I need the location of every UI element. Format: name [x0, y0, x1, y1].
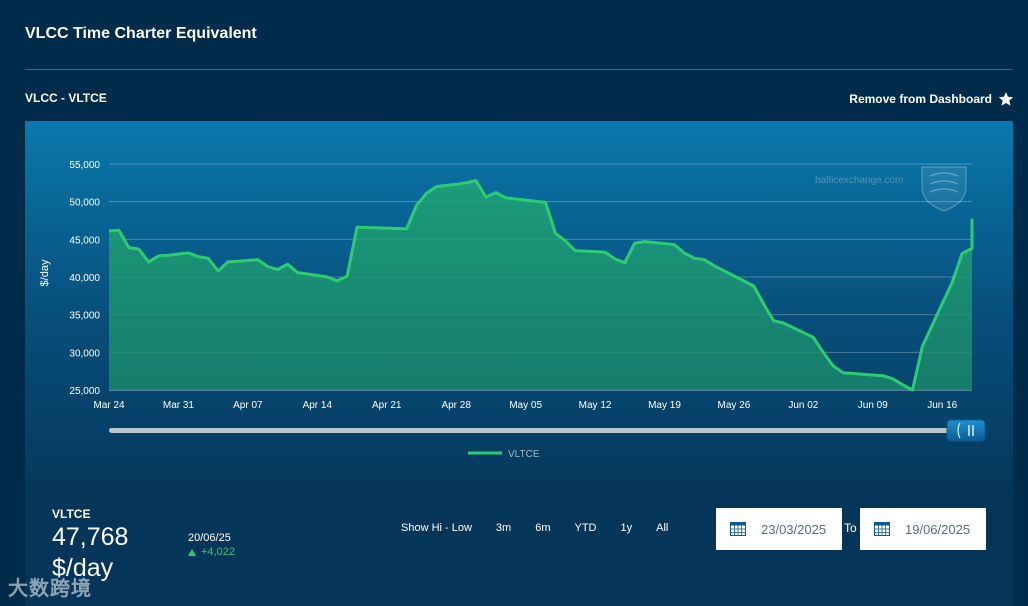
- y-tick-label: 40,000: [69, 273, 100, 284]
- chart-subtitle: VLCC - VLTCE: [25, 91, 107, 105]
- chart-svg: 25,000 30,000 35,000 40,000 45,000 50,000 55,0…: [39, 160, 986, 460]
- summary-panel: VLTCE 47,768 $/day 20/06/25 +4,022 Show …: [25, 481, 1013, 606]
- summary-symbol: VLTCE: [52, 507, 91, 521]
- x-tick-label: Jun 16: [927, 400, 957, 411]
- x-tick-label: May 05: [509, 400, 542, 411]
- x-tick-label: Apr 14: [303, 400, 333, 411]
- remove-from-dashboard-button[interactable]: Remove from Dashboard: [849, 91, 1014, 107]
- change-value-text: +4,022: [201, 546, 235, 558]
- calendar-icon: [874, 522, 890, 536]
- page-title: VLCC Time Charter Equivalent: [25, 25, 257, 42]
- summary-unit: $/day: [52, 554, 114, 582]
- y-tick-label: 45,000: [69, 235, 100, 246]
- x-tick-label: Jun 02: [788, 400, 818, 411]
- y-tick-label: 55,000: [69, 160, 100, 171]
- up-triangle-icon: [188, 548, 196, 556]
- range-6m[interactable]: 6m: [535, 522, 551, 534]
- from-date-input[interactable]: 23/03/2025: [716, 508, 842, 550]
- corner-watermark: 大数跨境: [8, 578, 92, 600]
- summary-value: 47,768: [52, 523, 129, 551]
- x-tick-label: Apr 07: [233, 400, 263, 411]
- change-value: +4,022: [188, 546, 235, 558]
- range-selector: Show Hi - Low 3m 6m YTD 1y All: [401, 521, 680, 535]
- navigator-handle[interactable]: [946, 419, 986, 442]
- series-area: [109, 180, 972, 390]
- x-tick-label: May 19: [648, 400, 681, 411]
- x-tick-label: Apr 28: [441, 400, 471, 411]
- watermark-text: balticexchange.com: [815, 175, 903, 186]
- remove-from-dashboard-label: Remove from Dashboard: [849, 92, 992, 106]
- x-tick-label: Mar 31: [163, 400, 195, 411]
- range-show-hi-low[interactable]: Show Hi - Low: [401, 522, 472, 534]
- star-icon: [998, 92, 1014, 106]
- to-label: To: [844, 521, 857, 535]
- calendar-icon: [730, 522, 746, 536]
- x-tick-label: May 26: [718, 400, 751, 411]
- navigator-track[interactable]: [109, 428, 977, 433]
- to-date-value: 19/06/2025: [905, 521, 971, 537]
- y-axis-label: $/day: [39, 259, 51, 286]
- baltic-logo-icon: [921, 166, 967, 212]
- range-all[interactable]: All: [656, 522, 669, 534]
- change-date: 20/06/25: [188, 532, 231, 544]
- grip-icon: [968, 425, 974, 436]
- range-1y[interactable]: 1y: [620, 522, 633, 534]
- y-tick-label: 50,000: [69, 198, 100, 209]
- range-ytd[interactable]: YTD: [574, 522, 597, 534]
- legend-label: VLTCE: [508, 449, 540, 460]
- to-date-input[interactable]: 19/06/2025: [860, 508, 986, 550]
- y-tick-labels: 25,000 30,000 35,000 40,000 45,000 50,000 55,0…: [69, 160, 100, 397]
- x-tick-label: Mar 24: [93, 400, 125, 411]
- x-tick-label: Apr 21: [372, 400, 402, 411]
- from-date-value: 23/03/2025: [761, 521, 827, 537]
- title-divider: [25, 69, 1013, 70]
- legend-item-vltce[interactable]: VLTCE: [468, 449, 540, 460]
- y-tick-label: 25,000: [69, 386, 100, 397]
- y-tick-label: 35,000: [69, 311, 100, 322]
- x-tick-label: May 12: [579, 400, 612, 411]
- range-3m[interactable]: 3m: [495, 522, 512, 534]
- x-tick-labels: Mar 24 Mar 31 Apr 07 Apr 14 Apr 21 Apr 28 May …: [93, 400, 957, 411]
- chart-panel: 25,000 30,000 35,000 40,000 45,000 50,000 55,0…: [25, 121, 1013, 481]
- series-line: [108, 179, 974, 392]
- x-tick-label: Jun 09: [858, 400, 888, 411]
- y-tick-label: 30,000: [69, 348, 100, 359]
